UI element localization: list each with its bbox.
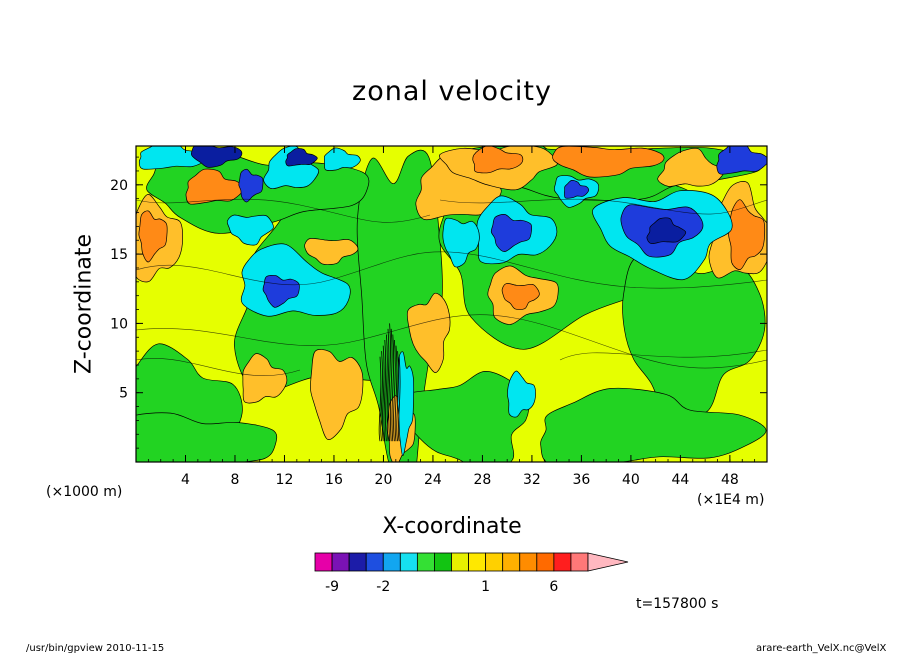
contour-region [285,148,318,167]
contour-region [406,292,451,373]
contour-region [138,210,168,263]
colorbar-segment [502,552,521,572]
contour-line [388,323,391,442]
contour-line [378,356,382,442]
x-unit-right: (×1E4 m) [697,492,765,508]
time-label: t=157800 s [636,596,719,612]
contour-region [716,146,767,175]
contour-line [389,328,393,442]
colorbar-segment [570,552,589,572]
x-unit-left: (×1000 m) [46,484,123,500]
colorbar-arrow [587,552,629,572]
colorbar-segment [382,552,401,572]
contour-region [242,353,288,404]
contour-line [393,339,396,442]
contour-region [323,147,361,171]
contour-region [501,283,540,310]
colorbar-label: 6 [549,579,558,595]
contour-region [657,147,725,187]
contour-region [507,370,536,418]
footer-right: arare-earth_VelX.nc@VelX [756,643,887,654]
contour-line [397,356,401,442]
contour-line [136,251,767,289]
contour-line [136,358,301,376]
x-tick-label: 20 [375,472,393,488]
contour-region [136,412,278,462]
chart-title: zonal velocity [352,76,552,107]
footer-left: /usr/bin/gpview 2010-11-15 [26,643,165,654]
contour-region [472,146,524,174]
colorbar-segment [416,552,435,572]
y-tick-label: 15 [110,247,128,263]
x-tick-label: 16 [325,472,343,488]
contour-line [394,345,398,442]
x-tick-label: 36 [572,472,590,488]
contour-line [381,345,385,442]
colorbar-segment [348,552,367,572]
contour-line [136,314,767,369]
colorbar-label: 1 [481,579,490,595]
x-tick-label: 24 [424,472,442,488]
contour-region [442,217,480,268]
colorbar-segment [331,552,350,572]
y-tick-label: 20 [110,178,128,194]
x-tick-label: 12 [276,472,294,488]
contour-line [385,334,388,442]
x-tick-label: 32 [523,472,541,488]
colorbar-segment [451,552,469,572]
contour-region [540,387,767,462]
contour-line [396,351,399,442]
contour-region [238,168,264,203]
contour-region [646,217,687,245]
colorbar-segment [519,552,538,572]
contour-region [490,214,533,252]
x-axis-label: X-coordinate [382,514,522,539]
contour-region [304,237,359,265]
y-axis-label: Z-coordinate [71,234,97,374]
colorbar-segment [314,552,333,572]
colorbar-segment [468,552,487,572]
contour-region [552,146,665,178]
colorbar-segment [434,552,452,572]
x-tick-label: 44 [671,472,689,488]
contour-line [136,198,431,223]
contour-line [386,328,390,442]
colorbar-segment [399,552,418,572]
x-tick-label: 4 [181,472,190,488]
contour-line [383,339,387,442]
contour-region [356,149,443,462]
x-tick-label: 40 [622,472,640,488]
contour-line [380,351,383,442]
contour-line [559,349,767,361]
colorbar-segment [536,552,555,572]
contour-line [439,198,767,215]
colorbar-segment [365,552,384,572]
plot-frame [135,145,768,463]
contour-region [564,180,590,199]
contour-region [310,349,364,440]
x-tick-label: 48 [721,472,739,488]
colorbar-label: -9 [325,579,339,595]
y-tick-label: 10 [110,316,128,332]
contour-line [391,334,395,442]
contour-region [185,168,245,205]
x-tick-label: 28 [474,472,492,488]
x-tick-label: 8 [231,472,240,488]
contour-region [728,199,766,270]
y-tick-label: 5 [119,386,128,402]
colorbar-segment [485,552,504,572]
contour-region [190,146,243,168]
colorbar-segment [553,552,572,572]
colorbar-label: -2 [376,579,390,595]
contour-region [226,214,274,246]
